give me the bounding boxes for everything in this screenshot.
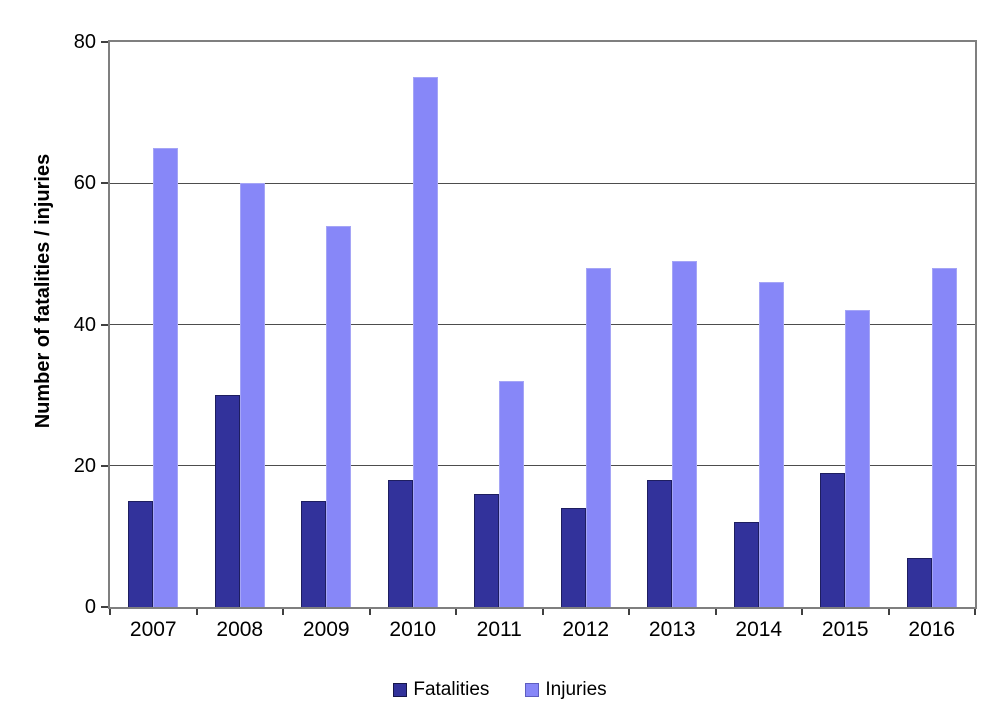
x-axis-label-2008: 2008	[216, 618, 264, 641]
gridline-60	[110, 182, 975, 184]
bar-fatalities-2010	[387, 480, 413, 607]
y-axis-tick-0	[101, 606, 110, 608]
legend: Fatalities Injuries	[0, 679, 1000, 701]
bar-fatalities-2015	[820, 473, 846, 607]
bar-injuries-2011	[499, 381, 525, 607]
x-axis-tick-2	[282, 607, 284, 615]
y-axis-tick-label-40: 40	[73, 313, 96, 336]
gridline-20	[110, 465, 975, 467]
bar-injuries-2012	[585, 268, 611, 607]
legend-item-fatalities: Fatalities	[393, 679, 489, 701]
bar-injuries-2015	[845, 310, 871, 607]
fatalities-swatch-icon	[393, 683, 408, 697]
bar-fatalities-2008	[214, 395, 240, 607]
legend-item-injuries: Injuries	[525, 679, 607, 701]
y-axis-tick-40	[101, 323, 110, 326]
bar-injuries-2009	[326, 226, 352, 607]
legend-label-injuries: Injuries	[545, 679, 607, 700]
x-axis-tick-7	[714, 607, 717, 615]
bar-fatalities-2014	[733, 522, 759, 607]
x-axis-tick-3	[368, 607, 371, 615]
bar-injuries-2014	[758, 282, 784, 607]
x-axis-label-2015: 2015	[821, 618, 869, 641]
x-axis-label-2010: 2010	[389, 618, 437, 641]
y-axis-title: Number of fatalities / injuries	[32, 153, 54, 429]
legend-label-fatalities: Fatalities	[413, 679, 490, 700]
y-axis-tick-20	[101, 464, 110, 467]
y-axis-tick-label-80: 80	[73, 31, 96, 53]
x-axis-tick-8	[801, 607, 803, 615]
x-axis-label-2011: 2011	[476, 618, 522, 641]
bar-injuries-2013	[672, 261, 698, 607]
x-axis-label-2016: 2016	[908, 618, 956, 641]
x-axis-label-2014: 2014	[735, 618, 783, 641]
y-axis-tick-80	[101, 41, 110, 43]
y-axis-tick-60	[101, 182, 110, 185]
plot-area	[110, 42, 975, 607]
x-axis-tick-10	[974, 607, 976, 615]
x-axis-tick-0	[109, 607, 111, 615]
gridline-40	[110, 324, 975, 325]
bar-fatalities-2011	[474, 494, 500, 607]
bar-fatalities-2012	[560, 508, 586, 607]
x-axis-tick-6	[628, 607, 630, 615]
bar-injuries-2007	[153, 148, 179, 607]
bar-fatalities-2013	[647, 480, 673, 607]
y-axis-tick-label-0: 0	[84, 596, 96, 618]
y-axis-tick-label-60: 60	[73, 172, 96, 195]
x-axis-tick-1	[195, 607, 198, 615]
x-axis-label-2013: 2013	[648, 618, 696, 641]
bar-fatalities-2007	[128, 501, 154, 607]
x-axis-label-2012: 2012	[562, 618, 610, 641]
x-axis-tick-5	[541, 607, 544, 615]
bar-injuries-2010	[412, 77, 438, 607]
bar-fatalities-2016	[906, 558, 932, 607]
y-axis-tick-label-20: 20	[73, 454, 96, 477]
bar-injuries-2008	[239, 183, 265, 607]
bar-injuries-2016	[931, 268, 957, 607]
x-axis-tick-9	[887, 607, 890, 615]
injuries-swatch-icon	[525, 683, 540, 697]
x-axis-label-2009: 2009	[302, 618, 350, 641]
x-axis-label-2007: 2007	[129, 618, 177, 641]
x-axis-tick-4	[455, 607, 457, 615]
bar-fatalities-2009	[301, 501, 327, 607]
